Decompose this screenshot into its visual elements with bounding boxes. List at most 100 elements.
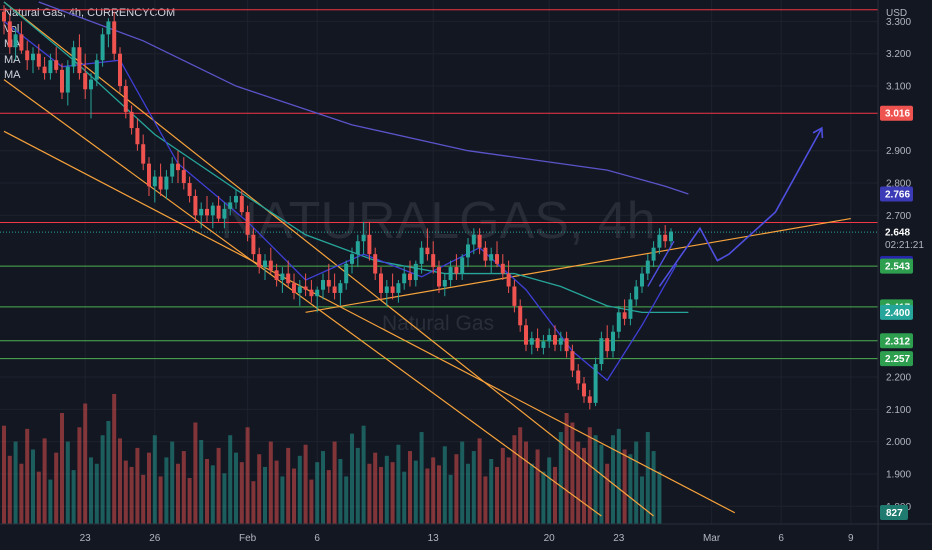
volume-bar	[396, 444, 401, 524]
price-tag-label: 2.400	[885, 308, 910, 319]
candle	[645, 254, 650, 281]
candle	[286, 260, 291, 287]
candle-body	[402, 273, 407, 284]
candle-body	[529, 338, 534, 345]
candle-body	[297, 286, 302, 293]
volume-bar	[326, 470, 331, 524]
volume-bar	[367, 463, 372, 524]
volume-bar	[205, 459, 209, 524]
volume-bar	[268, 441, 273, 524]
volume-bar	[582, 447, 586, 524]
candle-body	[338, 283, 343, 293]
volume-bar	[239, 462, 244, 524]
candle-body	[170, 163, 175, 177]
candle	[315, 286, 320, 313]
candle	[483, 241, 488, 268]
candle-body	[31, 53, 35, 61]
volume-bar	[460, 441, 465, 524]
candle-body	[228, 202, 233, 209]
candle-body	[355, 241, 360, 255]
volume-bar	[118, 438, 122, 524]
volume-bar	[71, 470, 76, 524]
candle-body	[518, 305, 523, 326]
candle-body	[25, 50, 30, 61]
volume-bar	[535, 449, 540, 524]
candle	[448, 260, 453, 287]
horizontal-levels	[0, 9, 878, 360]
countdown-label: 02:21:21	[885, 240, 924, 251]
candle-body	[147, 163, 151, 187]
candle-body	[558, 338, 563, 345]
legend-ma-2[interactable]: MA	[4, 53, 21, 66]
candle	[13, 27, 18, 61]
candle	[54, 47, 59, 74]
volume-bar	[164, 457, 169, 524]
volume-bar	[42, 438, 47, 524]
projection-arrowhead	[812, 126, 824, 139]
volume-bar	[129, 466, 134, 524]
candle	[587, 389, 592, 410]
candle-body	[425, 247, 430, 255]
projection-path	[658, 127, 823, 287]
candle-body	[396, 283, 401, 293]
candle	[419, 241, 424, 274]
candle	[535, 328, 540, 352]
candle	[541, 334, 546, 355]
y-tick-label: 2.000	[886, 437, 911, 448]
candle	[31, 47, 35, 74]
candle-body	[500, 263, 505, 274]
candle	[611, 325, 615, 358]
candle	[2, 5, 6, 35]
volume-bar	[31, 449, 35, 524]
candle	[36, 44, 41, 70]
current-price-tag-bg	[880, 224, 920, 255]
price-tag-ma_slow: 2.766	[880, 186, 913, 202]
candle	[558, 331, 563, 352]
volume-bar	[373, 452, 378, 524]
y-tick-label: 2.100	[886, 405, 911, 416]
candle-body	[419, 247, 424, 264]
candle	[147, 157, 151, 196]
volume-bar	[280, 476, 285, 524]
x-tick-label: Mar	[703, 533, 721, 544]
volume-bar	[437, 465, 441, 524]
volume-bar	[176, 463, 180, 524]
candle	[396, 280, 401, 303]
candle-body	[309, 289, 314, 297]
candle	[582, 376, 586, 403]
candle	[268, 247, 273, 274]
candle	[141, 134, 146, 171]
volume-bar	[199, 439, 204, 524]
candle	[663, 225, 668, 248]
volume-bar	[141, 474, 146, 524]
volume-bar	[454, 454, 459, 524]
candle-body	[112, 21, 117, 54]
price-tag-label: 2.766	[885, 190, 910, 201]
volume-bar	[297, 455, 302, 524]
volume-bar	[593, 435, 598, 524]
candle	[118, 47, 122, 93]
candle	[176, 150, 180, 184]
candle	[77, 34, 82, 80]
candle-body	[274, 270, 279, 281]
volume-bar	[483, 476, 488, 524]
candle	[205, 195, 209, 222]
volume-bar	[471, 451, 476, 524]
x-tick-label: Feb	[239, 533, 257, 544]
candle	[216, 195, 221, 222]
candle-body	[477, 234, 482, 248]
candle-body	[65, 66, 70, 93]
volume-bar	[651, 451, 656, 524]
candle	[524, 318, 528, 352]
candle-body	[553, 334, 557, 345]
volume-bar	[257, 454, 262, 524]
candle-body	[315, 289, 320, 297]
legend-ma-3[interactable]: MA	[4, 69, 21, 81]
price-tag-ma_mid: 2.400	[880, 304, 913, 320]
candle	[297, 280, 302, 306]
candle-body	[245, 212, 250, 235]
candle	[361, 221, 366, 255]
volume-bar	[100, 435, 105, 524]
volume-bar	[599, 444, 604, 524]
